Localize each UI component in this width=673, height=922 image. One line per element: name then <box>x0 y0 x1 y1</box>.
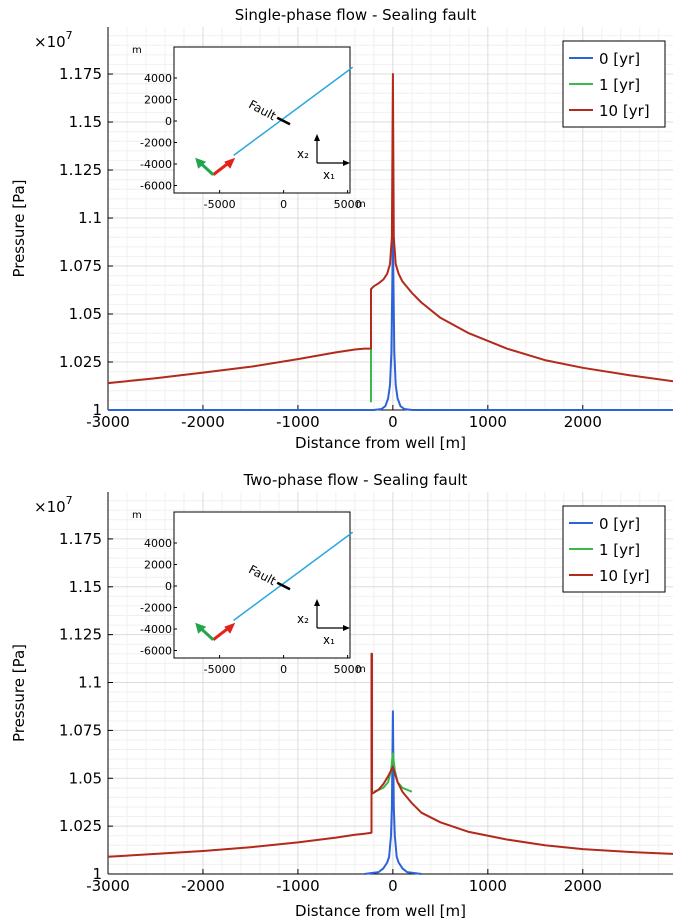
y-tick-label: 1.05 <box>69 305 102 323</box>
y-multiplier: ×107 <box>34 494 73 516</box>
x-tick-label: 0 <box>388 413 398 431</box>
y-tick-label: 1.1 <box>78 674 102 692</box>
inset-x-tick-label: 0 <box>280 663 287 676</box>
y-multiplier-exponent: 7 <box>66 29 73 42</box>
x-axis-label: Distance from well [m] <box>295 902 466 920</box>
y-axis-label: Pressure [Pa] <box>10 179 28 277</box>
red-arrow-head <box>224 157 236 169</box>
inset-x-tick-label: -5000 <box>204 198 236 211</box>
series-line-1 <box>364 710 422 875</box>
inset-x-unit: m <box>356 664 366 675</box>
well-path-line <box>233 531 354 622</box>
y-tick-label: 1.175 <box>59 65 102 83</box>
chart-panel-1: Single-phase flow - Sealing fault ×107 -30… <box>10 6 673 452</box>
y-tick-label: 1.05 <box>69 769 102 787</box>
y-multiplier-exponent: 7 <box>66 494 73 507</box>
series-line-2 <box>373 752 413 793</box>
y-tick-label: 1.15 <box>69 113 102 131</box>
inset-x-tick-label: 0 <box>280 198 287 211</box>
inset-y-tick-label: 0 <box>165 115 172 128</box>
legend-label: 0 [yr] <box>599 50 640 68</box>
chart-panel-2: Two-phase flow - Sealing fault ×107 -3000 -… <box>10 471 673 920</box>
inset-y-tick-label: -2000 <box>140 602 172 615</box>
inset-x-tick-label: -5000 <box>204 663 236 676</box>
x2-axis-label: x₂ <box>297 612 309 626</box>
x-tick-label: 2000 <box>564 877 602 895</box>
y-tick-label: 1.1 <box>78 209 102 227</box>
inset-x-tick-label: 5000 <box>334 198 362 211</box>
inset-y-tick-label: 0 <box>165 580 172 593</box>
inset-y-unit: m <box>132 510 142 521</box>
x-tick-label: 1000 <box>469 413 507 431</box>
green-arrow-head <box>195 157 207 169</box>
legend-label: 10 [yr] <box>599 567 650 585</box>
inset-x-unit: m <box>356 199 366 210</box>
y-tick-label: 1.025 <box>59 353 102 371</box>
y-axis-label: Pressure [Pa] <box>10 644 28 742</box>
y-multiplier: ×107 <box>34 29 73 51</box>
legend: 0 [yr] 1 [yr] 10 [yr] <box>562 505 666 593</box>
inset-y-tick-label: 4000 <box>144 72 172 85</box>
x-axis-label: Distance from well [m] <box>295 434 466 452</box>
y-tick-label: 1.15 <box>69 578 102 596</box>
y-tick-label: 1.075 <box>59 257 102 275</box>
legend: 0 [yr] 1 [yr] 10 [yr] <box>562 40 666 128</box>
x2-axis-label: x₂ <box>297 147 309 161</box>
y-tick-label: 1.025 <box>59 817 102 835</box>
legend-label: 10 [yr] <box>599 102 650 120</box>
series-line-3 <box>107 652 673 858</box>
y-tick-label: 1.075 <box>59 721 102 739</box>
y-tick-label: 1 <box>92 401 102 419</box>
inset-frame <box>173 511 351 659</box>
green-arrow-head <box>195 622 207 634</box>
series-line-3 <box>107 73 673 385</box>
inset-y-unit: m <box>132 45 142 56</box>
x-tick-label: -2000 <box>181 877 225 895</box>
legend-label: 0 [yr] <box>599 515 640 533</box>
x2-axis-arrow-head <box>314 134 320 141</box>
inset-y-tick-label: -6000 <box>140 180 172 193</box>
x2-axis-arrow-head <box>314 599 320 606</box>
well-path-line <box>233 66 354 157</box>
chart-title: Single-phase flow - Sealing fault <box>235 6 477 24</box>
fault-marker <box>276 116 291 126</box>
y-tick-label: 1.175 <box>59 530 102 548</box>
series-line-1 <box>108 236 673 411</box>
x-tick-label: -3000 <box>86 413 130 431</box>
green-arrow <box>200 162 215 176</box>
legend-label: 1 [yr] <box>599 76 640 94</box>
inset-y-tick-label: 2000 <box>144 559 172 572</box>
inset-y-tick-label: -2000 <box>140 137 172 150</box>
green-arrow <box>200 627 215 641</box>
inset-y-tick-label: 4000 <box>144 537 172 550</box>
x1-axis-arrow-head <box>343 160 350 166</box>
x-tick-label: -1000 <box>276 413 320 431</box>
inset-frame <box>173 46 351 194</box>
y-tick-label: 1.125 <box>59 626 102 644</box>
fault-marker <box>276 581 291 591</box>
inset-y-tick-label: 2000 <box>144 94 172 107</box>
x1-axis-label: x₁ <box>323 633 335 647</box>
x-tick-label: 1000 <box>469 877 507 895</box>
red-arrow-head <box>224 622 236 634</box>
x-tick-label: -1000 <box>276 877 320 895</box>
legend-label: 1 [yr] <box>599 541 640 559</box>
x-tick-label: 0 <box>388 877 398 895</box>
x1-axis-arrow-head <box>343 625 350 631</box>
inset-y-tick-label: -4000 <box>140 623 172 636</box>
x1-axis-label: x₁ <box>323 168 335 182</box>
inset-y-tick-label: -6000 <box>140 645 172 658</box>
inset-x-tick-label: 5000 <box>334 663 362 676</box>
y-tick-label: 1.125 <box>59 161 102 179</box>
inset-y-tick-label: -4000 <box>140 158 172 171</box>
x-tick-label: 2000 <box>564 413 602 431</box>
y-tick-label: 1 <box>92 865 102 883</box>
series-line-2 <box>370 345 372 403</box>
chart-title: Two-phase flow - Sealing fault <box>243 471 468 489</box>
x-tick-label: -2000 <box>181 413 225 431</box>
x-tick-label: -3000 <box>86 877 130 895</box>
